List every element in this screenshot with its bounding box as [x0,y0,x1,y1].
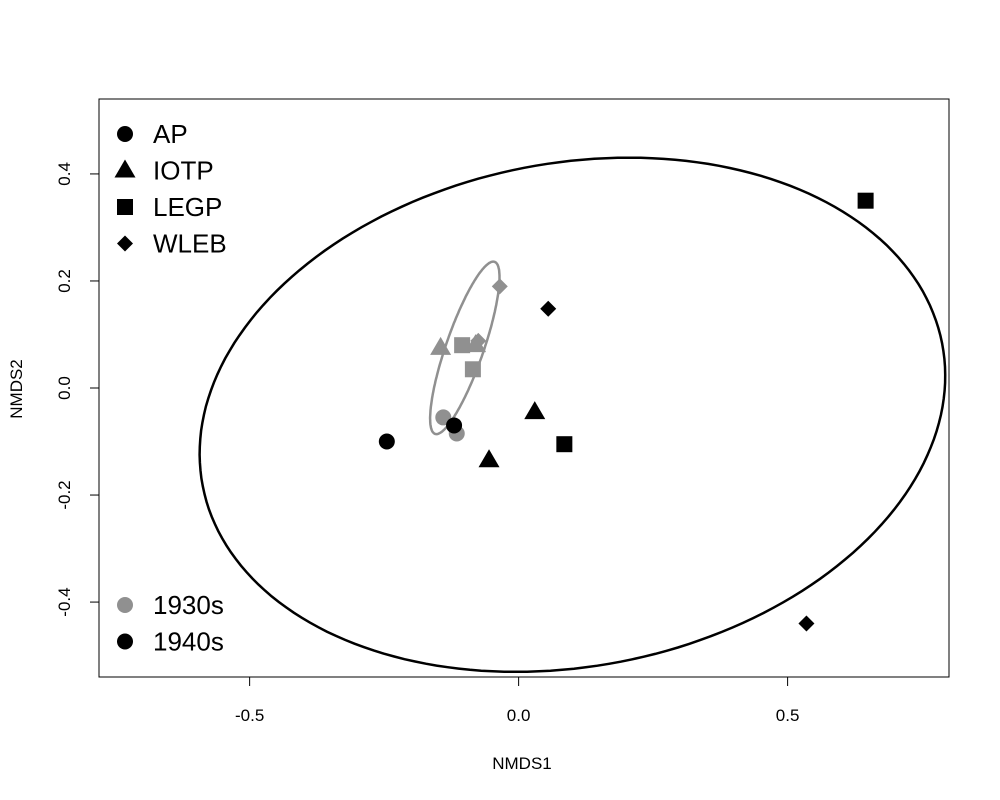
x-axis: -0.5 0.0 0.5 [235,676,800,725]
shape-legend: AP IOTP LEGP WLEB [114,119,227,259]
legend-label-wleb: WLEB [153,229,227,259]
legend-marker-1930s [117,597,133,613]
legend-label-legp: LEGP [153,192,222,222]
y-tick-label: -0.2 [55,480,74,509]
point-1940s-wleb [798,615,815,632]
legend-label-1930s: 1930s [153,590,224,620]
confidence-ellipses [198,156,947,674]
data-points [378,192,874,632]
legend-marker-1940s [117,633,133,650]
legend-marker-wleb [117,235,133,252]
point-1940s-wleb [540,300,557,317]
point-1940s-iotp [524,401,546,420]
ellipse-1930s [428,260,501,436]
y-axis: -0.4 -0.2 0.0 0.2 0.4 [55,162,100,617]
y-tick-label: -0.4 [55,587,74,616]
point-1940s-legp [556,436,573,453]
legend-marker-legp [117,199,133,215]
point-1930s-iotp [430,336,452,355]
y-tick-label: 0.2 [55,269,74,293]
legend-label-iotp: IOTP [153,156,214,186]
legend-marker-iotp [114,159,136,178]
legend-label-ap: AP [153,119,188,149]
x-tick-label: 0.0 [507,706,531,725]
point-1930s-wleb [491,278,508,295]
point-1930s-wleb [470,332,487,349]
y-tick-label: 0.0 [55,376,74,400]
plot-frame [98,98,950,678]
y-tick-label: 0.4 [55,162,74,186]
legend-label-1940s: 1940s [153,627,224,657]
point-1940s-legp [857,192,874,209]
point-1940s-ap [446,417,463,434]
ellipse-1940s [198,156,947,674]
x-axis-title: NMDS1 [492,754,552,773]
legend-marker-ap [117,126,133,142]
point-1930s-legp [454,337,471,354]
point-1940s-iotp [478,449,500,468]
point-1930s-legp [464,361,481,378]
y-axis-title: NMDS2 [7,359,26,419]
x-tick-label: 0.5 [776,706,800,725]
color-legend: 1930s 1940s [117,590,224,657]
x-tick-label: -0.5 [235,706,264,725]
point-1940s-ap [378,433,395,450]
